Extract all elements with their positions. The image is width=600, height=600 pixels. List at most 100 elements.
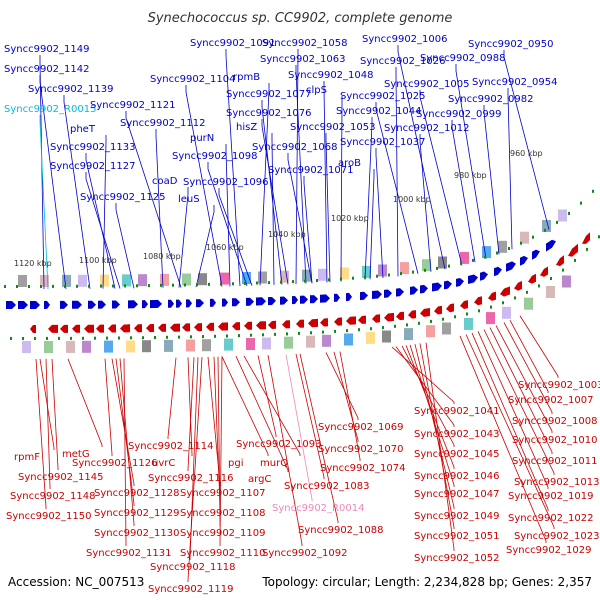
tick-mark [388,273,390,277]
leader-line [333,351,359,442]
forward-gene-label: Syncc9902_1133 [50,142,136,153]
tick-mark [526,290,528,294]
leader-line [39,358,55,450]
leader-line [225,144,231,287]
reverse-gene-label: Syncc9902_1088 [298,525,384,536]
leader-line [295,49,299,284]
forward-gene-arrow [88,300,96,309]
tick-mark [424,268,426,272]
tick-mark [454,315,456,319]
tick-mark [292,280,294,284]
tick-mark [310,331,312,335]
reverse-gene-arrow [408,310,416,319]
tick-mark [502,301,504,305]
leader-line [104,358,113,456]
tick-mark [226,334,228,338]
reverse-gene-label: Syncc9902_1022 [508,513,594,524]
leader-line [39,75,67,289]
leader-line [419,90,463,266]
leader-line [185,85,223,287]
forward-gene-arrow [520,255,528,266]
leader-line [187,357,193,456]
reverse-gene-label: Syncc9902_1129 [94,508,180,519]
tick-mark [274,332,276,336]
forward-gene-arrow [210,298,216,307]
forward-gene-arrow [268,297,276,306]
forward-gene-arrow [72,300,82,309]
feature-block [460,251,469,264]
leader-line [299,353,339,523]
forward-gene-label: pheT [70,124,96,135]
tick-mark [100,284,102,288]
reverse-gene-label: Syncc9902_1029 [506,545,592,556]
feature-block [258,271,267,284]
reverse-gene-arrow [268,320,276,329]
tick-mark [304,279,306,283]
reverse-gene-label: Syncc9902_1074 [320,463,406,474]
tick-mark [322,330,324,334]
reverse-gene-label: Syncc9902_1011 [512,456,598,467]
feature-block [318,268,327,281]
feature-block [542,220,551,232]
reverse-gene-arrow [320,318,328,327]
tick-mark [76,284,78,288]
tick-mark [442,317,444,321]
forward-gene-label: coaD [152,176,178,187]
reverse-gene-label: Syncc9902_1116 [148,473,234,484]
forward-gene-label: Syncc9902_0982 [448,94,534,105]
tick-mark [496,251,498,255]
feature-block [422,259,431,272]
reverse-gene-label: rpmF [14,452,40,463]
reverse-gene-arrow [446,303,454,313]
reverse-gene-arrow [514,281,522,291]
tick-mark [394,324,396,328]
tick-mark [508,247,510,250]
feature-block [400,262,409,275]
tick-mark [460,261,462,265]
forward-gene-label: Syncc9902_1142 [4,64,90,75]
reverse-gene-label: Syncc9902_1126 [72,458,158,469]
leader-line [369,169,375,280]
forward-gene-label: Syncc9902_R0015 [4,104,96,115]
feature-block [442,322,451,335]
reverse-gene-arrow [434,305,442,315]
forward-gene-label: Syncc9902_1005 [384,79,470,90]
forward-gene-arrow [44,300,50,309]
leader-line [85,153,116,289]
feature-block [66,340,75,353]
reverse-gene-label: Syncc9902_1128 [94,488,180,499]
leader-line [483,329,555,475]
tick-mark [178,335,180,339]
leader-line [243,355,301,456]
leader-line [35,358,47,509]
tick-layer: 960 kbp 980 kbp 1000 kbp 1020 kbp 1040 kbp 10… [4,149,600,340]
reverse-gene-arrow [218,322,228,331]
tick-mark [406,323,408,327]
reverse-gene-arrow [556,255,564,267]
feature-block [284,336,293,349]
forward-gene-arrow [372,290,382,299]
leader-line [261,100,283,285]
reverse-gene-arrow [346,316,356,325]
reverse-gene-label: Syncc9902_1069 [318,422,404,433]
tick-mark [46,336,48,340]
leader-line [397,45,446,270]
reverse-gene-label: Syncc9902_1049 [414,511,500,522]
tick-mark [358,328,360,332]
reverse-gene-arrow [334,317,342,326]
scale-tick-label: 980 kbp [454,171,487,180]
feature-block [344,333,353,346]
leader-line [102,135,107,289]
leader-line [225,49,241,287]
reverse-gene-arrow [396,311,404,321]
tick-mark [22,337,24,340]
reverse-gene-label: metG [62,449,90,460]
forward-gene-label: Syncc9902_1044 [336,106,422,117]
reverse-gene-label: Syncc9902_1010 [512,435,598,446]
tick-mark [418,321,420,325]
tick-mark [334,329,336,333]
feature-block [100,274,109,287]
leader-line [409,344,455,487]
reverse-gene-arrow [206,322,214,331]
